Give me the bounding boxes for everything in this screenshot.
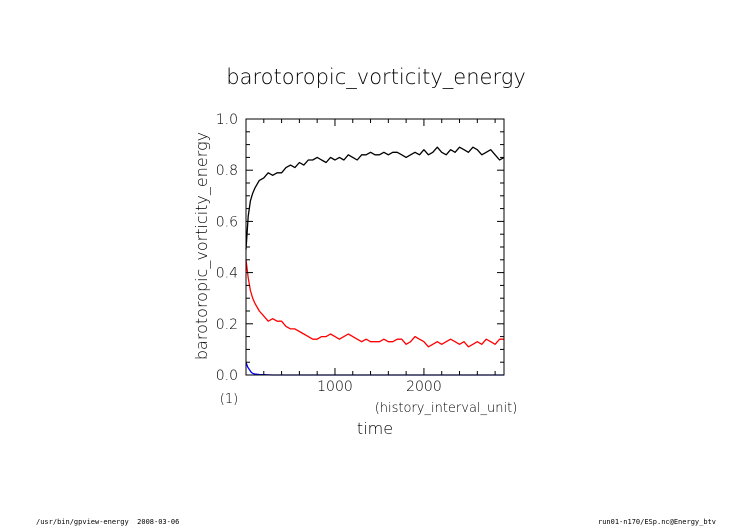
y-tick-label: 0.2 bbox=[216, 317, 238, 333]
footer-source-info: run01-n170/ESp.nc@Energy_btv bbox=[597, 518, 716, 526]
footer-program-info: /usr/bin/gpview-energy 2008-03-06 bbox=[36, 518, 180, 526]
plot-frame bbox=[245, 118, 505, 376]
x-tick-label: 2000 bbox=[406, 379, 442, 395]
y-tick-label: 0.4 bbox=[216, 266, 238, 282]
x-tick-label: 1000 bbox=[317, 379, 353, 395]
y-tick-label: 0.6 bbox=[216, 214, 238, 230]
y-axis-unit: (1) bbox=[220, 392, 238, 407]
plot-area: 0.0 0.2 0.4 0.6 0.8 1.0 1000 2000 bbox=[216, 112, 505, 395]
x-axis-label: time bbox=[357, 419, 393, 438]
y-tick-label: 0.0 bbox=[216, 368, 238, 384]
series-line-2 bbox=[245, 259, 504, 348]
y-axis-label: barotoropic_vorticity_energy bbox=[192, 132, 211, 360]
y-tick-label: 0.8 bbox=[216, 163, 238, 179]
y-tick-label: 1.0 bbox=[216, 112, 238, 128]
series-line-1 bbox=[245, 146, 505, 250]
chart-title: barotoropic_vorticity_energy bbox=[226, 65, 526, 89]
x-axis-unit: (history_interval_unit) bbox=[375, 401, 518, 416]
series-line-3 bbox=[245, 361, 504, 376]
